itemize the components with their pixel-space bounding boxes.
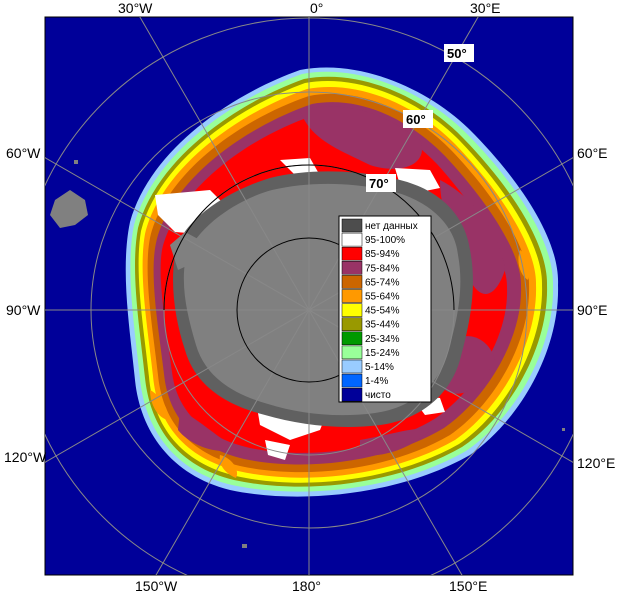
lon-label-60e: 60°E (577, 145, 608, 161)
ice-55-64-patches (150, 250, 530, 478)
legend-swatch (341, 232, 363, 247)
south-america-tip (50, 190, 88, 228)
lat-label-60: 60° (406, 112, 426, 127)
legend-swatch (341, 246, 363, 261)
lon-label-150e: 150°E (449, 578, 487, 594)
legend-swatch (341, 331, 363, 346)
lon-label-90w: 90°W (6, 302, 41, 318)
legend: нет данных 95-100% 85-94% 75-84% 65-74% 55-64… (338, 215, 432, 403)
legend-label: 95-100% (365, 235, 405, 246)
island (74, 160, 78, 164)
legend-label: 55-64% (365, 292, 400, 303)
antarctic-peninsula (170, 232, 200, 270)
legend-label: 75-84% (365, 263, 400, 274)
lon-label-60w: 60°W (6, 145, 41, 161)
legend-swatch (341, 317, 363, 331)
lon-label-150w: 150°W (135, 578, 178, 594)
legend-swatch (341, 261, 363, 275)
legend-label: чисто (365, 390, 391, 401)
lon-label-30w: 30°W (118, 0, 153, 16)
legend-swatch (341, 359, 363, 374)
legend-swatch (341, 387, 363, 402)
legend-label: 85-94% (365, 249, 400, 260)
lat-label-70: 70° (369, 176, 389, 191)
legend-swatch (341, 373, 363, 388)
legend-swatch (341, 275, 363, 289)
legend-label: 35-44% (365, 320, 400, 331)
lon-label-120w: 120°W (4, 449, 47, 465)
lat-label-50: 50° (447, 46, 467, 61)
legend-swatch (341, 289, 363, 303)
legend-label: 65-74% (365, 277, 400, 288)
lon-label-30e: 30°E (470, 0, 501, 16)
legend-label: 5-14% (365, 362, 394, 373)
legend-label: 1-4% (365, 376, 388, 387)
legend-swatch (341, 303, 363, 317)
lon-label-0: 0° (310, 0, 323, 16)
island (562, 428, 565, 431)
legend-label: 15-24% (365, 348, 400, 359)
legend-swatch (341, 218, 363, 233)
longitude-labels: 30°W 0° 30°E 60°W 60°E 90°W 90°E 120°W 1… (4, 0, 615, 594)
legend-label: 25-34% (365, 334, 400, 345)
island (242, 544, 247, 548)
lon-label-90e: 90°E (577, 302, 608, 318)
legend-swatch (341, 345, 363, 360)
legend-label: 45-54% (365, 306, 400, 317)
lon-label-120e: 120°E (577, 455, 615, 471)
lon-label-180: 180° (292, 578, 321, 594)
latitude-labels: 50° 60° 70° (366, 44, 474, 192)
legend-label: нет данных (365, 221, 418, 232)
